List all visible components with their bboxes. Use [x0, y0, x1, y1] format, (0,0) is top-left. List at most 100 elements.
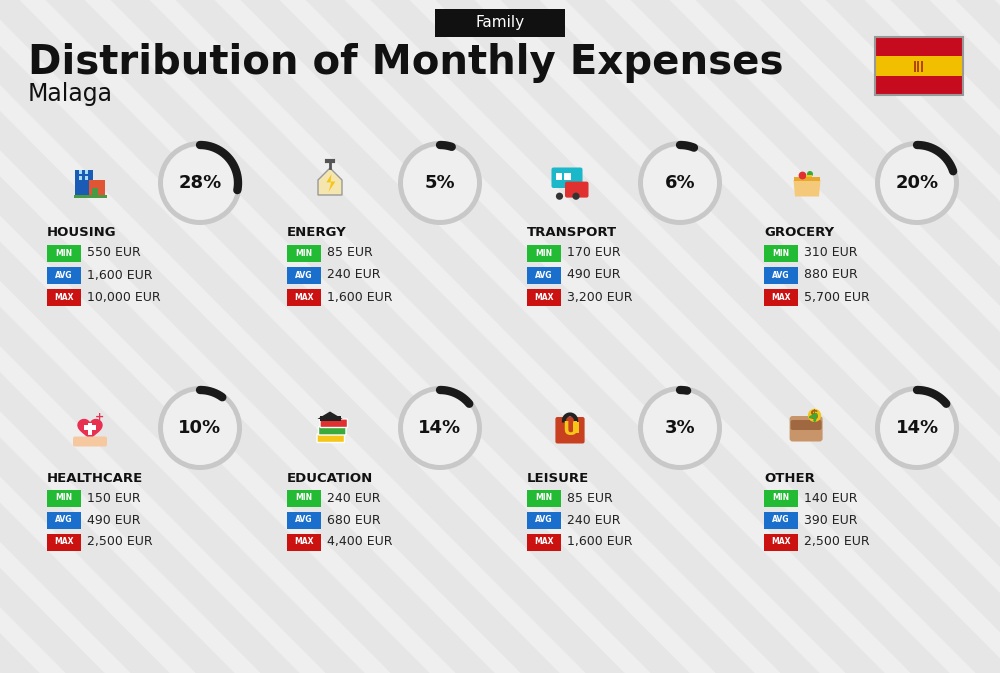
FancyBboxPatch shape [764, 489, 798, 507]
Text: 5%: 5% [425, 174, 455, 192]
Circle shape [880, 146, 954, 220]
Circle shape [572, 192, 580, 200]
Text: 6%: 6% [665, 174, 695, 192]
Text: 240 EUR: 240 EUR [327, 491, 380, 505]
FancyBboxPatch shape [875, 75, 963, 95]
FancyBboxPatch shape [527, 534, 561, 551]
Text: Distribution of Monthly Expenses: Distribution of Monthly Expenses [28, 43, 784, 83]
Text: 85 EUR: 85 EUR [567, 491, 613, 505]
FancyBboxPatch shape [85, 170, 88, 174]
Text: MIN: MIN [535, 493, 553, 503]
Text: ENERGY: ENERGY [287, 227, 347, 240]
FancyBboxPatch shape [73, 437, 107, 446]
Text: Family: Family [475, 15, 525, 30]
Text: 680 EUR: 680 EUR [327, 513, 381, 526]
Circle shape [643, 146, 717, 220]
FancyBboxPatch shape [565, 182, 588, 198]
FancyBboxPatch shape [320, 416, 340, 421]
Polygon shape [317, 411, 343, 419]
Text: MIN: MIN [535, 248, 553, 258]
Text: AVG: AVG [772, 516, 790, 524]
Text: MAX: MAX [54, 538, 74, 546]
FancyBboxPatch shape [79, 176, 82, 180]
Text: 1,600 EUR: 1,600 EUR [567, 536, 633, 548]
Circle shape [403, 391, 477, 465]
Text: 10,000 EUR: 10,000 EUR [87, 291, 161, 304]
FancyBboxPatch shape [47, 244, 81, 262]
Text: 5,700 EUR: 5,700 EUR [804, 291, 870, 304]
Text: 2,500 EUR: 2,500 EUR [87, 536, 153, 548]
FancyBboxPatch shape [320, 419, 348, 427]
FancyBboxPatch shape [527, 511, 561, 528]
Text: Malaga: Malaga [28, 82, 113, 106]
Text: GROCERY: GROCERY [764, 227, 834, 240]
Text: 170 EUR: 170 EUR [567, 246, 621, 260]
FancyBboxPatch shape [84, 425, 96, 430]
Text: 4,400 EUR: 4,400 EUR [327, 536, 392, 548]
Text: MAX: MAX [54, 293, 74, 302]
FancyBboxPatch shape [47, 511, 81, 528]
Circle shape [643, 391, 717, 465]
FancyBboxPatch shape [764, 534, 798, 551]
FancyBboxPatch shape [88, 180, 105, 197]
FancyBboxPatch shape [287, 289, 321, 306]
FancyBboxPatch shape [287, 267, 321, 283]
Text: 240 EUR: 240 EUR [327, 269, 380, 281]
FancyBboxPatch shape [47, 289, 81, 306]
Circle shape [875, 386, 959, 470]
Text: OTHER: OTHER [764, 472, 815, 485]
FancyBboxPatch shape [85, 176, 88, 180]
Circle shape [808, 409, 821, 422]
Text: AVG: AVG [295, 271, 313, 279]
Text: HEALTHCARE: HEALTHCARE [47, 472, 143, 485]
Circle shape [398, 141, 482, 225]
Text: AVG: AVG [535, 271, 553, 279]
Circle shape [163, 391, 237, 465]
Text: MAX: MAX [771, 293, 791, 302]
FancyBboxPatch shape [764, 244, 798, 262]
Text: 140 EUR: 140 EUR [804, 491, 858, 505]
FancyBboxPatch shape [47, 489, 81, 507]
Text: 490 EUR: 490 EUR [567, 269, 620, 281]
FancyBboxPatch shape [317, 434, 344, 443]
FancyBboxPatch shape [764, 289, 798, 306]
Circle shape [638, 386, 722, 470]
Circle shape [638, 141, 722, 225]
FancyBboxPatch shape [573, 422, 579, 433]
FancyBboxPatch shape [47, 267, 81, 283]
Polygon shape [794, 180, 820, 197]
Circle shape [403, 146, 477, 220]
Circle shape [163, 146, 237, 220]
FancyBboxPatch shape [564, 174, 571, 180]
Polygon shape [326, 174, 335, 192]
Text: MIN: MIN [295, 248, 313, 258]
FancyBboxPatch shape [74, 195, 106, 198]
Text: MAX: MAX [534, 293, 554, 302]
FancyBboxPatch shape [435, 9, 565, 37]
Text: 10%: 10% [178, 419, 222, 437]
FancyBboxPatch shape [875, 57, 963, 75]
FancyBboxPatch shape [764, 267, 798, 283]
Circle shape [807, 171, 813, 177]
FancyBboxPatch shape [552, 168, 582, 188]
Circle shape [799, 172, 806, 180]
Text: AVG: AVG [295, 516, 313, 524]
FancyBboxPatch shape [318, 427, 346, 435]
Text: U: U [562, 420, 578, 439]
Circle shape [880, 391, 954, 465]
Text: 85 EUR: 85 EUR [327, 246, 373, 260]
Text: 14%: 14% [418, 419, 462, 437]
Text: MIN: MIN [55, 248, 73, 258]
FancyBboxPatch shape [287, 244, 321, 262]
Text: 14%: 14% [895, 419, 939, 437]
FancyBboxPatch shape [79, 170, 82, 174]
Text: 390 EUR: 390 EUR [804, 513, 858, 526]
Circle shape [158, 386, 242, 470]
Text: 3,200 EUR: 3,200 EUR [567, 291, 633, 304]
FancyBboxPatch shape [47, 534, 81, 551]
FancyBboxPatch shape [555, 417, 585, 444]
Text: AVG: AVG [535, 516, 553, 524]
FancyBboxPatch shape [75, 170, 93, 197]
FancyBboxPatch shape [790, 416, 823, 441]
Circle shape [556, 192, 563, 200]
